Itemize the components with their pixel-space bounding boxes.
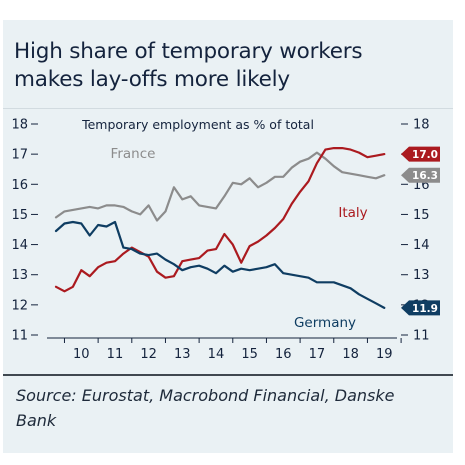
y-tick-label-left: 18 (11, 118, 28, 133)
end-label-france: 16.3 (401, 167, 440, 183)
x-tick-label: 12 (140, 347, 157, 362)
end-value-labels: 16.3 17.0 11.9 (401, 146, 440, 316)
x-tick-label: 15 (241, 347, 258, 362)
series-names: France Italy Germany (111, 146, 368, 331)
x-tick-label: 19 (376, 347, 393, 362)
chart-area: Temporary employment as % of total 11 12 1… (3, 116, 453, 371)
series-line-germany (54, 220, 386, 309)
x-tick-label: 13 (174, 347, 191, 362)
series-lines (54, 146, 386, 309)
y-tick-label-right: 11 (413, 329, 430, 344)
end-label-germany: 11.9 (401, 300, 440, 316)
x-tick-label: 16 (275, 347, 292, 362)
end-label-italy: 17.0 (401, 146, 440, 162)
y-tick-label-left: 12 (11, 298, 28, 313)
series-name-germany: Germany (294, 315, 356, 331)
chart-title-line-1: High share of temporary workers (14, 39, 363, 64)
y-tick-label-right: 13 (413, 268, 430, 283)
chart-title-line-2: makes lay-offs more likely (14, 67, 290, 92)
y-tick-label-left: 14 (11, 238, 28, 253)
source-line-2: Bank (16, 411, 57, 430)
y-tick-label-left: 17 (11, 148, 28, 163)
series-line-italy (54, 146, 386, 293)
y-tick-label-right: 14 (413, 238, 430, 253)
series-line-france (54, 151, 386, 222)
y-tick-label-left: 11 (11, 329, 28, 344)
x-tick-label: 18 (342, 347, 359, 362)
y-tick-label-left: 16 (11, 178, 28, 193)
chart-subtitle: Temporary employment as % of total (81, 117, 314, 132)
line-chart: Temporary employment as % of total 11121… (11, 117, 440, 362)
end-label-box (401, 167, 440, 183)
series-name-france: France (111, 146, 156, 162)
x-axis: 10 11 12 13 14 15 16 17 18 19 (47, 337, 402, 362)
chart-panel: High share of temporary workers makes la… (3, 20, 453, 453)
y-tick-label-right: 15 (413, 208, 430, 223)
x-tick-label: 10 (73, 347, 90, 362)
y-tick-label-right: 18 (413, 118, 430, 133)
source-area: Source: Eurostat, Macrobond Financial, D… (3, 374, 453, 455)
source-line-1: Source: Eurostat, Macrobond Financial, D… (16, 386, 395, 405)
end-label-box (401, 146, 440, 162)
x-tick-label: 14 (208, 347, 225, 362)
end-label-box (401, 300, 440, 316)
end-label-value: 11.9 (412, 303, 438, 315)
y-tick-label-left: 15 (11, 208, 28, 223)
x-tick-label: 17 (309, 347, 326, 362)
end-label-value: 16.3 (412, 170, 438, 182)
title-area: High share of temporary workers makes la… (3, 20, 453, 109)
series-name-italy: Italy (338, 205, 367, 221)
end-label-value: 17.0 (412, 149, 438, 161)
x-tick-label: 11 (107, 347, 124, 362)
y-tick-label-left: 13 (11, 268, 28, 283)
y-axis-left: 11 12 13 14 15 16 17 18 (11, 118, 38, 344)
